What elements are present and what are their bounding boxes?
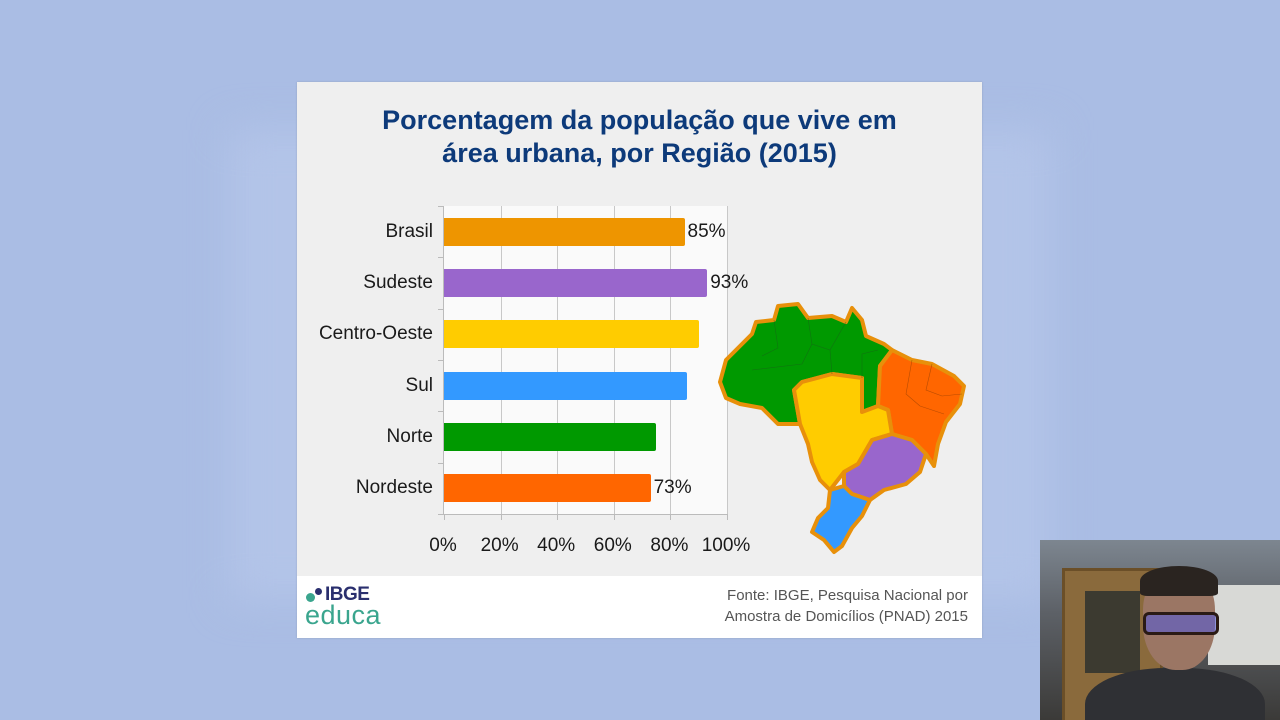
bar-value-label: 73% xyxy=(653,477,692,499)
logo-dot-navy-icon xyxy=(315,588,322,595)
bar-chart-plot-area: 85% 93% 73% xyxy=(438,206,748,520)
y-tick xyxy=(438,206,444,207)
presentation-slide: Porcentagem da população que vive em áre… xyxy=(297,82,982,638)
webcam-background-window xyxy=(1208,585,1280,665)
presenter-torso xyxy=(1085,668,1265,720)
gridline xyxy=(670,206,672,514)
map-region-norte xyxy=(718,302,894,426)
x-tick-label: 20% xyxy=(480,535,519,556)
gridline xyxy=(500,206,502,514)
x-tick-label: 60% xyxy=(593,535,632,556)
x-tick-label: 80% xyxy=(650,535,689,556)
bar-brasil xyxy=(444,217,685,246)
logo-text-educa: educa xyxy=(305,600,382,630)
logo-text-ibge: IBGE xyxy=(325,584,370,605)
source-note: Fonte: IBGE, Pesquisa Nacional por Amost… xyxy=(725,585,968,627)
y-tick xyxy=(438,360,444,361)
title-line-1: Porcentagem da população que vive em xyxy=(382,105,897,135)
title-line-2: área urbana, por Região (2015) xyxy=(442,138,837,168)
category-label: Sudeste xyxy=(363,272,433,293)
bar-norte xyxy=(444,423,657,451)
category-label: Centro-Oeste xyxy=(318,323,433,345)
presenter-hair xyxy=(1140,566,1218,596)
y-tick xyxy=(438,308,444,310)
x-tick xyxy=(670,514,672,520)
y-tick xyxy=(438,411,444,413)
x-tick-label: 0% xyxy=(429,535,457,556)
x-tick xyxy=(727,514,728,520)
logo-dot-green-icon xyxy=(306,593,315,602)
x-tick-label: 100% xyxy=(701,535,751,556)
presenter-glasses xyxy=(1143,612,1219,635)
x-tick xyxy=(500,514,502,520)
map-region-sul xyxy=(810,484,872,554)
x-tick xyxy=(557,514,559,520)
source-line-2: Amostra de Domicílios (PNAD) 2015 xyxy=(724,608,968,625)
brazil-map-icon xyxy=(718,302,966,554)
gridline xyxy=(613,206,615,514)
category-label: Nordeste xyxy=(355,477,433,499)
x-tick xyxy=(444,514,445,520)
x-tick-label: 40% xyxy=(537,535,576,556)
bar-sul xyxy=(444,371,688,400)
bar-nordeste xyxy=(444,474,651,503)
x-tick xyxy=(613,514,615,520)
bar-sudeste xyxy=(444,269,708,297)
bar-value-label: 85% xyxy=(687,220,726,242)
webcam-video-overlay xyxy=(1040,540,1280,720)
y-tick xyxy=(438,462,444,464)
category-label: Brasil xyxy=(385,220,433,242)
category-label: Norte xyxy=(386,426,433,447)
y-tick xyxy=(438,514,444,515)
gridline xyxy=(557,206,559,514)
y-tick xyxy=(438,257,444,259)
bar-value-label: 93% xyxy=(710,272,749,293)
source-line-1: Fonte: IBGE, Pesquisa Nacional por xyxy=(727,587,968,604)
chart-title: Porcentagem da população que vive em áre… xyxy=(297,104,982,170)
ibge-educa-logo: IBGE educa xyxy=(305,584,405,630)
bar-centro-oeste xyxy=(444,320,699,349)
slide-footer: IBGE educa Fonte: IBGE, Pesquisa Naciona… xyxy=(297,576,982,638)
category-label: Sul xyxy=(405,374,433,396)
